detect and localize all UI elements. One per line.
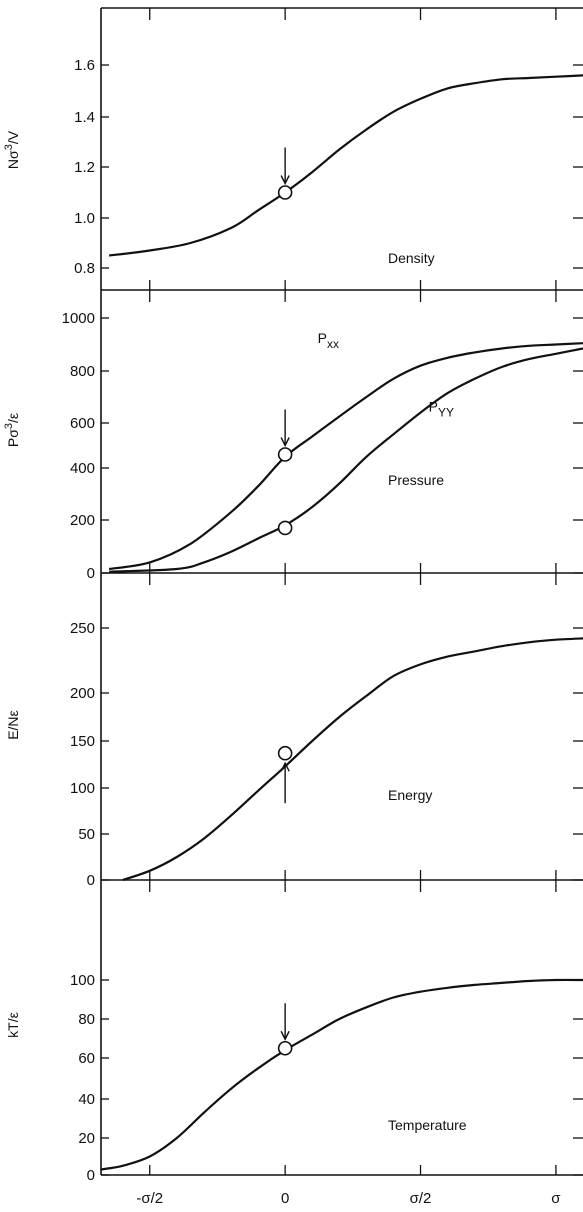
data-marker — [277, 185, 293, 200]
panel-label: Pressure — [388, 472, 444, 488]
x-tick-label: σ/2 — [410, 1190, 432, 1207]
y-tick-label: 100 — [70, 780, 95, 797]
y-tick-label: 1.4 — [74, 109, 95, 126]
panels: 0.81.01.21.41.6Nσ3/VDensity0200400600800… — [3, 7, 583, 1207]
panel-pressure: 0 200 400 600 800 1000 Pσ3/ε Pressure Pxx PYY — [3, 290, 583, 582]
y-tick-label: 800 — [70, 363, 95, 380]
y-tick-label: 1.6 — [74, 57, 95, 74]
y-tick-label: 250 — [70, 620, 95, 637]
panel-label: Energy — [388, 787, 432, 803]
arrow-head — [280, 761, 290, 772]
y-tick-label: 400 — [70, 460, 95, 477]
y-tick-label: 0.8 — [74, 260, 95, 277]
y-axis-label: Nσ3/V — [3, 130, 21, 169]
y-tick-label: 1000 — [62, 310, 95, 327]
y-tick-label: 150 — [70, 733, 95, 750]
y-tick-label: 200 — [70, 512, 95, 529]
y-tick-label: 1.0 — [74, 210, 95, 227]
panel-label: Temperature — [388, 1117, 467, 1133]
series-line-0 — [108, 342, 583, 571]
y-tick-label: 20 — [78, 1130, 95, 1147]
panel-temperature: 0 20 40 60 80 100 kT/ε Temperature -σ/2 0 σ/2 σ — [5, 880, 583, 1207]
y-tick-label: 0 — [87, 872, 95, 889]
x-tick-label: 0 — [281, 1190, 289, 1207]
arrow-head — [280, 1030, 290, 1041]
data-marker — [277, 1040, 293, 1056]
arrow-head — [280, 437, 290, 448]
y-tick-label: 0 — [87, 565, 95, 582]
y-tick-label: 0 — [87, 1167, 95, 1184]
y-axis-label: E/Nε — [5, 710, 21, 740]
x-tick-label: σ — [551, 1190, 561, 1207]
data-marker — [277, 745, 293, 761]
y-tick-label: 100 — [70, 972, 95, 989]
series-label: PYY — [429, 398, 454, 419]
y-tick-label: 600 — [70, 415, 95, 432]
series-line-0 — [122, 637, 583, 882]
arrow-head — [280, 175, 290, 186]
series-label: Pxx — [318, 330, 339, 351]
y-tick-label: 80 — [78, 1011, 95, 1028]
y-tick-label: 1.2 — [74, 159, 95, 176]
series-line-0 — [108, 74, 583, 257]
series-line-0 — [100, 978, 583, 1171]
panel-density: 0.8 1.0 1.2 1.4 1.6 Nσ3/V Density — [3, 7, 583, 291]
data-marker — [277, 520, 293, 536]
y-tick-label: 40 — [78, 1091, 95, 1108]
data-marker — [277, 447, 293, 462]
x-tick-label: -σ/2 — [136, 1190, 163, 1207]
y-axis-label: kT/ε — [5, 1012, 21, 1038]
y-axis-label: Pσ3/ε — [3, 413, 21, 447]
y-tick-label: 60 — [78, 1050, 95, 1067]
series-line-1 — [109, 347, 583, 573]
panel-label: Density — [388, 250, 435, 266]
panel-energy: 0 50 100 150 200 250 E/Nε Energy — [5, 573, 583, 889]
y-tick-label: 50 — [78, 826, 95, 843]
y-tick-label: 200 — [70, 685, 95, 702]
